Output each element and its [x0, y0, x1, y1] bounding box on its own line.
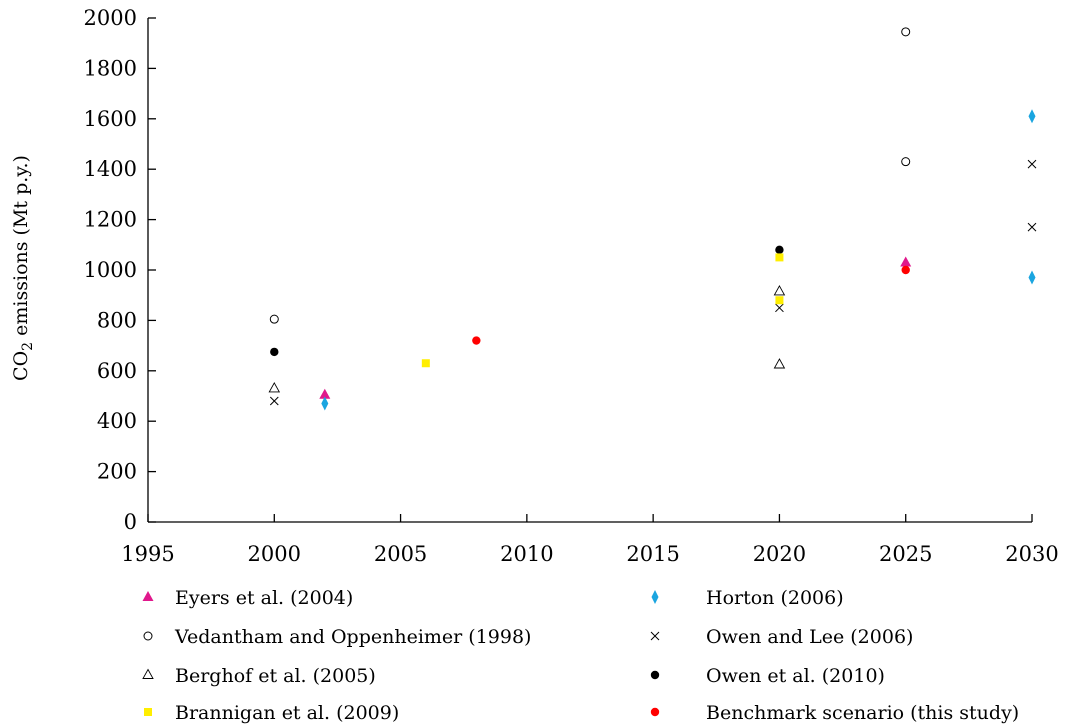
series-2 — [269, 27, 911, 324]
legend-item: Owen et al. (2010) — [650, 665, 885, 687]
data-point — [319, 388, 331, 399]
legend: Eyers et al. (2004) Horton (2006) Vedantha… — [142, 587, 1019, 724]
data-point — [1027, 222, 1037, 232]
series-1 — [321, 109, 1036, 411]
data-point — [269, 314, 279, 324]
x-tick-label: 2000 — [248, 542, 301, 566]
legend-label: Benchmark scenario (this study) — [706, 702, 1019, 724]
data-point — [773, 358, 786, 369]
data-point — [1028, 109, 1036, 124]
data-point — [901, 27, 911, 37]
x-tick-label: 2020 — [753, 542, 806, 566]
data-point — [901, 265, 910, 275]
data-point — [775, 253, 784, 262]
legend-item: Owen and Lee (2006) — [650, 626, 913, 648]
data-point — [472, 336, 481, 345]
x-tick-label: 2015 — [626, 542, 679, 566]
legend-marker — [142, 591, 154, 601]
legend-label: Eyers et al. (2004) — [175, 587, 353, 609]
y-tick-label: 0 — [124, 510, 137, 534]
legend-label: Horton (2006) — [706, 587, 844, 609]
y-tick-label: 1400 — [84, 157, 137, 181]
legend-marker — [650, 670, 660, 680]
data-point — [269, 396, 279, 406]
y-tick-label: 1200 — [84, 208, 137, 232]
legend-marker — [650, 631, 660, 641]
x-tick-label: 2030 — [1005, 542, 1058, 566]
series-6 — [421, 253, 784, 368]
legend-marker — [142, 668, 154, 679]
x-tick-label: 2005 — [374, 542, 427, 566]
data-point — [1028, 270, 1036, 285]
legend-marker — [143, 631, 153, 641]
data-point — [270, 347, 279, 357]
legend-label: Owen et al. (2010) — [706, 665, 885, 687]
y-tick-label: 1600 — [84, 107, 137, 131]
y-tick-label: 2000 — [84, 6, 137, 30]
y-axis-title-rest: emissions (Mt p.y.) — [10, 155, 32, 342]
legend-marker — [651, 590, 659, 604]
legend-item: Vedantham and Oppenheimer (1998) — [143, 626, 531, 648]
series-0 — [319, 256, 912, 399]
data-point — [1027, 159, 1037, 169]
x-tick-label: 1995 — [121, 542, 174, 566]
y-tick-label: 800 — [97, 308, 137, 332]
data-point — [775, 296, 784, 305]
y-tick-label: 1800 — [84, 56, 137, 80]
series-7 — [472, 265, 910, 345]
data-point — [268, 382, 281, 393]
data-point — [775, 303, 784, 313]
legend-marker — [144, 708, 152, 716]
axes: 1995 2000 2005 2010 2015 2020 2025 2030 0 200 400 6… — [84, 6, 1059, 566]
data-point — [773, 284, 786, 296]
legend-label: Owen and Lee (2006) — [706, 626, 913, 648]
x-tick-label: 2025 — [879, 542, 932, 566]
y-axis-title-subscript: 2 — [20, 342, 36, 351]
y-axis-title: CO2 emissions (Mt p.y.) — [10, 155, 36, 381]
data-point — [421, 359, 430, 368]
legend-item: Horton (2006) — [651, 587, 844, 609]
data-point — [900, 256, 912, 267]
y-tick-label: 1000 — [84, 258, 137, 282]
legend-item: Benchmark scenario (this study) — [650, 702, 1019, 724]
data-point — [901, 157, 911, 167]
y-tick-label: 200 — [97, 460, 137, 484]
legend-item: Berghof et al. (2005) — [142, 665, 376, 687]
data-points — [268, 27, 1037, 411]
legend-label: Brannigan et al. (2009) — [175, 702, 399, 724]
y-tick-label: 400 — [97, 409, 137, 433]
legend-item: Brannigan et al. (2009) — [144, 702, 399, 724]
legend-item: Eyers et al. (2004) — [142, 587, 353, 609]
series-5 — [270, 245, 784, 357]
x-tick-label: 2010 — [500, 542, 553, 566]
series-4 — [268, 284, 786, 393]
y-axis-title-main: CO — [10, 351, 32, 381]
series-3 — [269, 159, 1037, 406]
data-point — [321, 396, 329, 411]
legend-label: Vedantham and Oppenheimer (1998) — [174, 626, 531, 648]
legend-marker — [650, 707, 660, 717]
data-point — [775, 245, 784, 255]
y-tick-label: 600 — [97, 359, 137, 383]
legend-label: Berghof et al. (2005) — [175, 665, 376, 687]
